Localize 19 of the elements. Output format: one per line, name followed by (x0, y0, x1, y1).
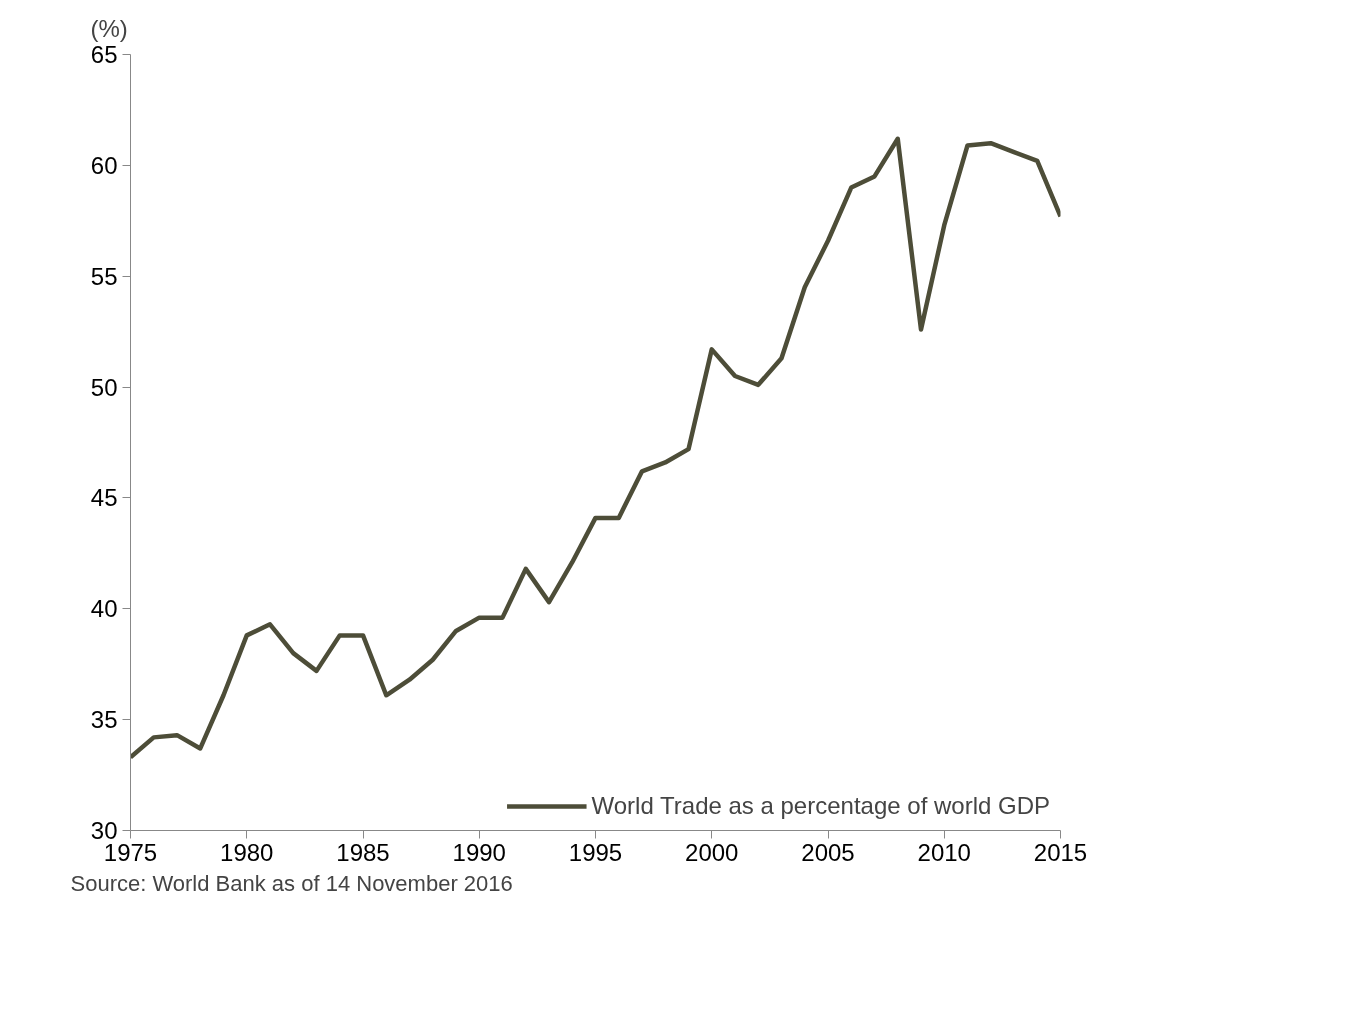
x-tick-label: 1995 (568, 838, 623, 866)
source-note: Source: World Bank as of 14 November 2016 (70, 870, 513, 896)
y-tick-label: 35 (90, 706, 118, 734)
x-tick-label: 2005 (801, 838, 855, 866)
x-tick-label: 2015 (1033, 838, 1088, 866)
x-tick-label: 1985 (336, 838, 390, 866)
legend-label: World Trade as a percentage of world GDP (591, 792, 1050, 820)
line-series (130, 136, 1061, 760)
x-tick-label: 2010 (917, 838, 971, 866)
x-tick-label: 1980 (220, 838, 274, 866)
x-tick-label: 2000 (685, 838, 739, 866)
y-tick-label: 45 (90, 484, 118, 512)
y-tick-label: 50 (90, 373, 118, 401)
x-tick-label: 1990 (452, 838, 506, 866)
y-tick-label: 65 (90, 41, 118, 68)
y-tick-label: 55 (90, 262, 118, 290)
y-tick-label: 40 (90, 595, 118, 623)
y-axis-title: (%) (90, 15, 128, 42)
y-tick-label: 60 (90, 151, 118, 179)
